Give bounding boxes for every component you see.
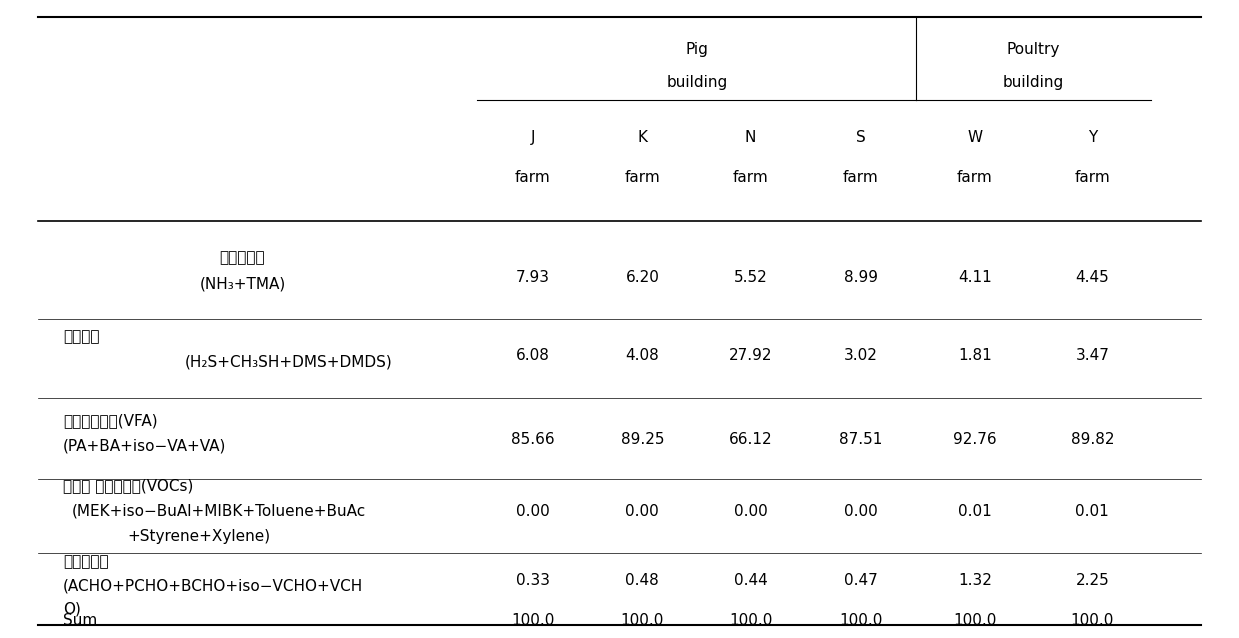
Text: Pig: Pig bbox=[685, 41, 709, 57]
Text: building: building bbox=[667, 75, 727, 90]
Text: 0.01: 0.01 bbox=[958, 504, 991, 519]
Text: S: S bbox=[856, 130, 865, 145]
Text: 4.45: 4.45 bbox=[1075, 271, 1109, 285]
Text: (PA+BA+iso−VA+VA): (PA+BA+iso−VA+VA) bbox=[63, 438, 227, 454]
Text: W: W bbox=[968, 130, 983, 145]
Text: N: N bbox=[745, 130, 756, 145]
Text: 7.93: 7.93 bbox=[515, 271, 550, 285]
Text: 6.20: 6.20 bbox=[626, 271, 659, 285]
Text: 92.76: 92.76 bbox=[953, 432, 996, 447]
Text: 100.0: 100.0 bbox=[512, 612, 555, 628]
Text: (NH₃+TMA): (NH₃+TMA) bbox=[199, 276, 285, 292]
Text: 0.00: 0.00 bbox=[626, 504, 659, 519]
Text: 2.25: 2.25 bbox=[1075, 573, 1109, 588]
Text: 27.92: 27.92 bbox=[729, 348, 772, 364]
Text: 8.99: 8.99 bbox=[844, 271, 877, 285]
Text: 5.52: 5.52 bbox=[733, 271, 767, 285]
Text: 4.11: 4.11 bbox=[958, 271, 991, 285]
Text: 85.66: 85.66 bbox=[512, 432, 555, 447]
Text: 3.47: 3.47 bbox=[1075, 348, 1109, 364]
Text: 89.25: 89.25 bbox=[621, 432, 664, 447]
Text: 1.81: 1.81 bbox=[958, 348, 991, 364]
Text: Sum: Sum bbox=[63, 612, 98, 628]
Text: 0.00: 0.00 bbox=[844, 504, 877, 519]
Text: farm: farm bbox=[843, 170, 878, 185]
Text: 0.01: 0.01 bbox=[1075, 504, 1109, 519]
Text: farm: farm bbox=[732, 170, 768, 185]
Text: 0.44: 0.44 bbox=[733, 573, 767, 588]
Text: 0.00: 0.00 bbox=[517, 504, 550, 519]
Text: 1.32: 1.32 bbox=[958, 573, 992, 588]
Text: 0.48: 0.48 bbox=[626, 573, 659, 588]
Text: 알데히드류: 알데히드류 bbox=[63, 554, 109, 569]
Text: Poultry: Poultry bbox=[1007, 41, 1061, 57]
Text: 0.47: 0.47 bbox=[844, 573, 877, 588]
Text: J: J bbox=[530, 130, 535, 145]
Text: 0.00: 0.00 bbox=[733, 504, 767, 519]
Text: 89.82: 89.82 bbox=[1070, 432, 1114, 447]
Text: 휘발성 유기화합물(VOCs): 휘발성 유기화합물(VOCs) bbox=[63, 478, 193, 494]
Text: +Styrene+Xylene): +Styrene+Xylene) bbox=[128, 529, 271, 544]
Text: 질소화합물: 질소화합물 bbox=[219, 250, 265, 265]
Text: (MEK+iso−BuAl+MIBK+Toluene+BuAc: (MEK+iso−BuAl+MIBK+Toluene+BuAc bbox=[72, 504, 366, 519]
Text: 100.0: 100.0 bbox=[953, 612, 996, 628]
Text: 100.0: 100.0 bbox=[621, 612, 664, 628]
Text: O): O) bbox=[63, 602, 81, 617]
Text: farm: farm bbox=[957, 170, 992, 185]
Text: 0.33: 0.33 bbox=[515, 573, 550, 588]
Text: building: building bbox=[1004, 75, 1064, 90]
Text: (ACHO+PCHO+BCHO+iso−VCHO+VCH: (ACHO+PCHO+BCHO+iso−VCHO+VCH bbox=[63, 578, 363, 593]
Text: 6.08: 6.08 bbox=[515, 348, 550, 364]
Text: farm: farm bbox=[624, 170, 660, 185]
Text: 100.0: 100.0 bbox=[1070, 612, 1114, 628]
Text: K: K bbox=[637, 130, 647, 145]
Text: Y: Y bbox=[1088, 130, 1097, 145]
Text: 100.0: 100.0 bbox=[839, 612, 882, 628]
Text: 66.12: 66.12 bbox=[729, 432, 772, 447]
Text: 황화합물: 황화합물 bbox=[63, 329, 99, 345]
Text: 87.51: 87.51 bbox=[839, 432, 882, 447]
Text: farm: farm bbox=[1074, 170, 1110, 185]
Text: 3.02: 3.02 bbox=[844, 348, 877, 364]
Text: (H₂S+CH₃SH+DMS+DMDS): (H₂S+CH₃SH+DMS+DMDS) bbox=[185, 355, 392, 369]
Text: 4.08: 4.08 bbox=[626, 348, 659, 364]
Text: farm: farm bbox=[515, 170, 551, 185]
Text: 휘발성지방산(VFA): 휘발성지방산(VFA) bbox=[63, 413, 157, 428]
Text: 100.0: 100.0 bbox=[729, 612, 772, 628]
